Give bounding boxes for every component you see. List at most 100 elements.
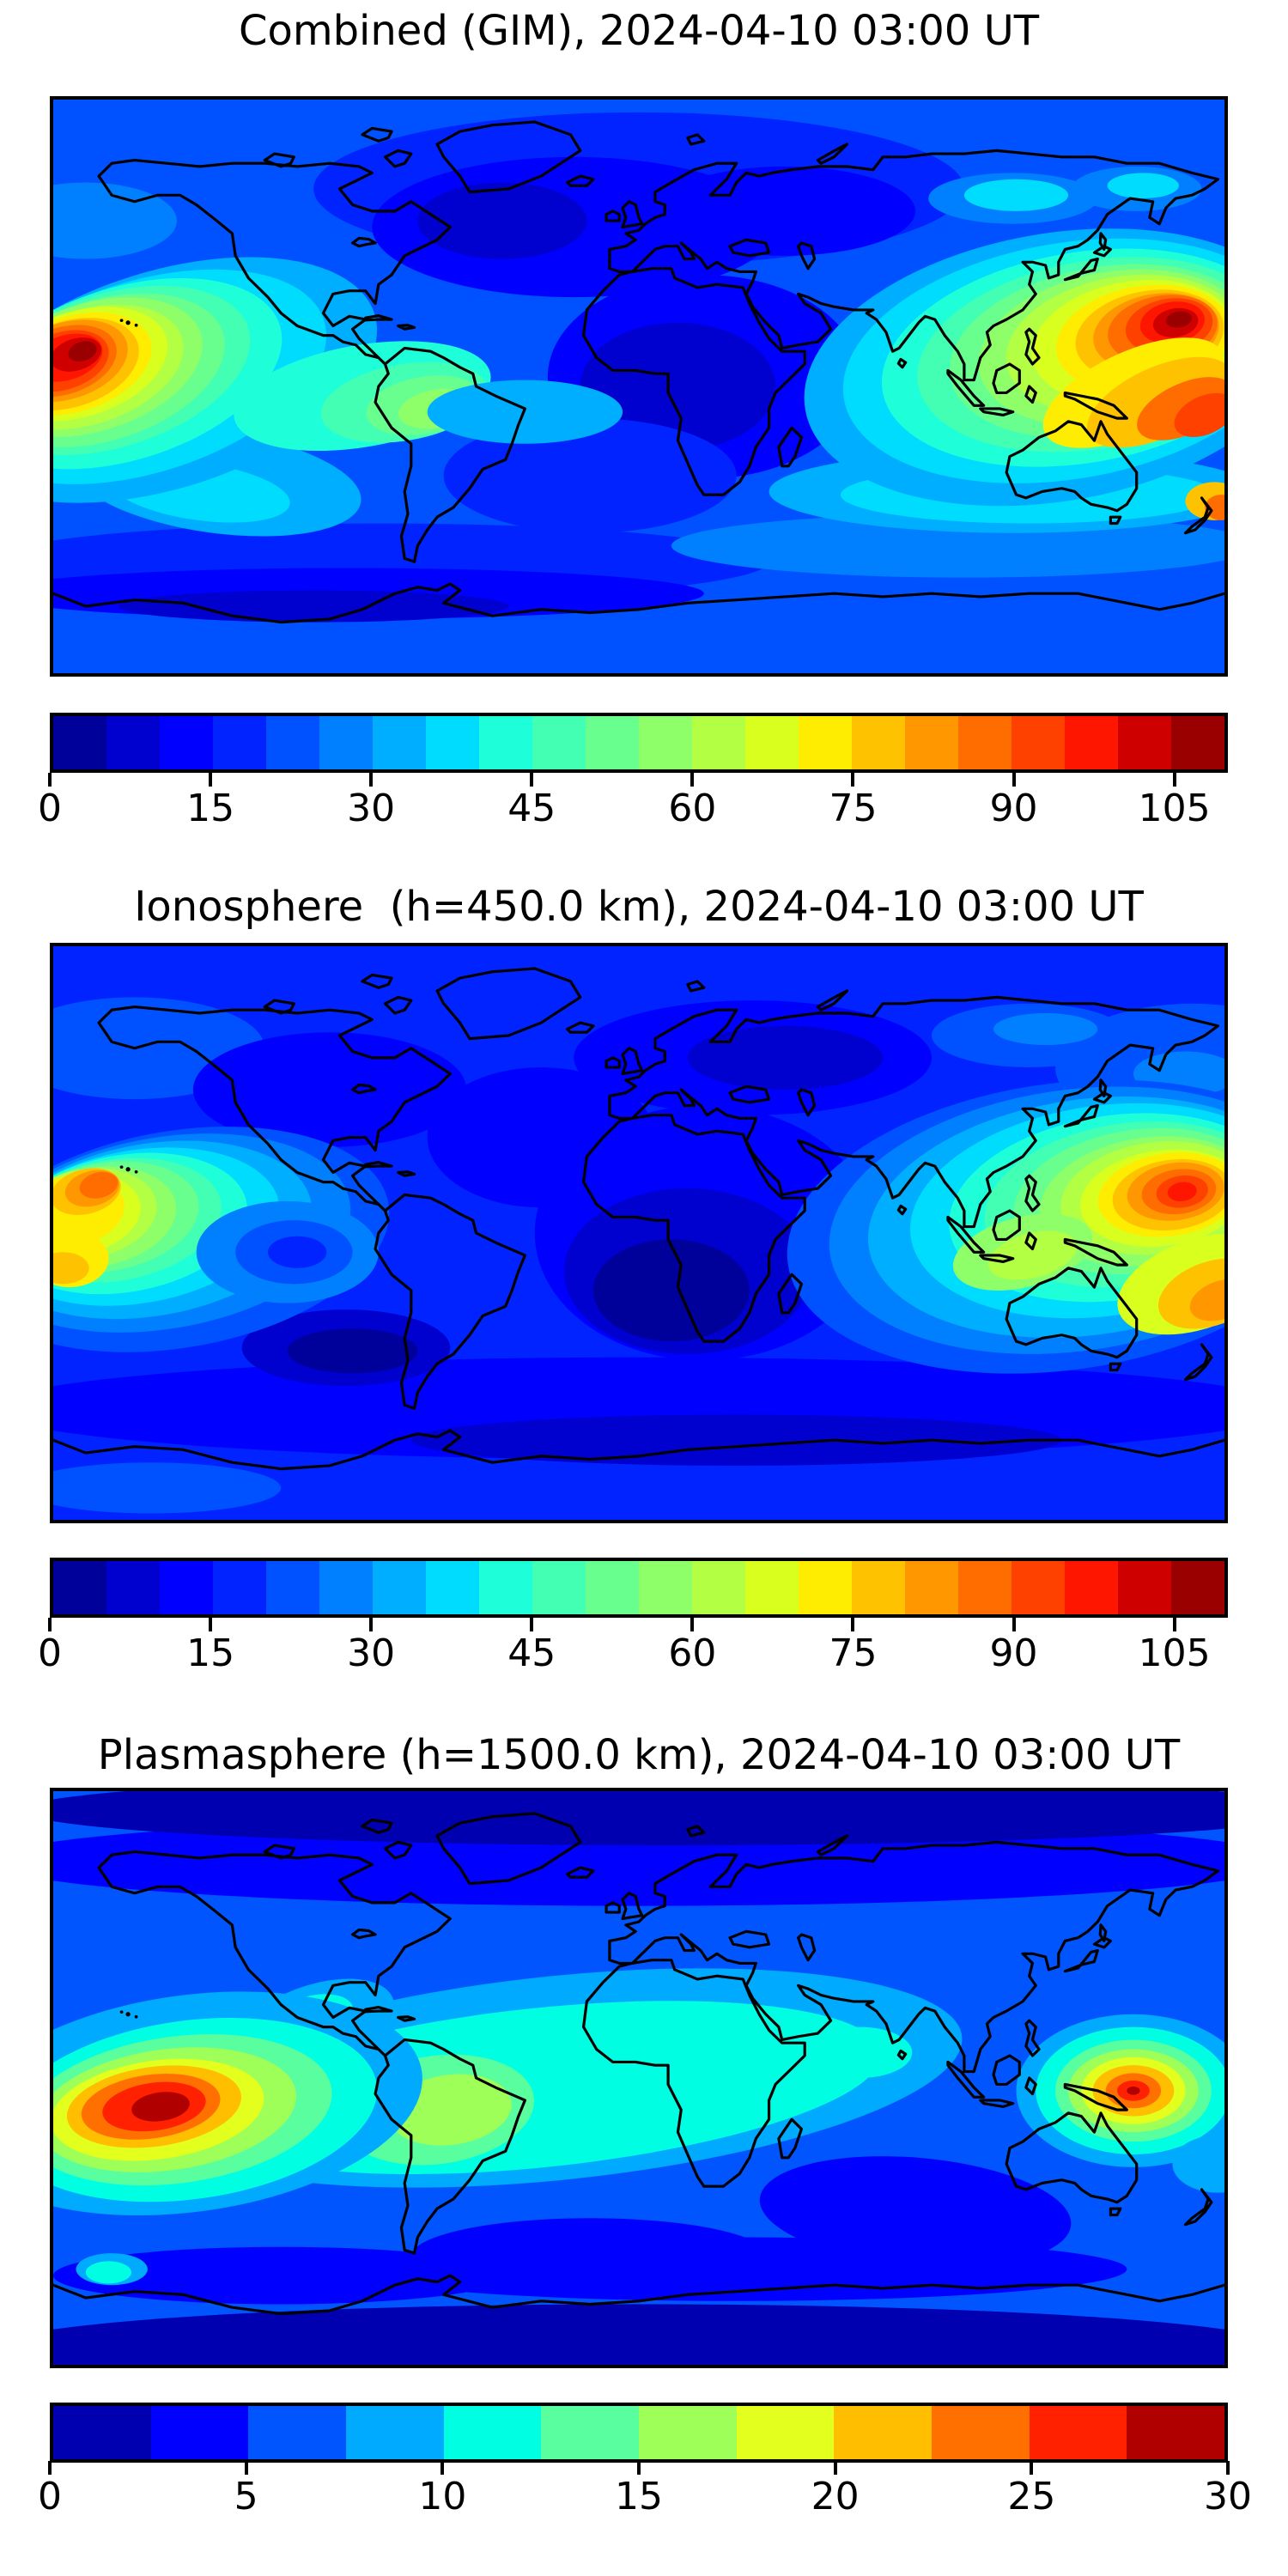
colorbar-tick: 25 — [1007, 2461, 1055, 2518]
colorbar-band — [479, 716, 532, 769]
contour-map-svg — [53, 946, 1224, 1520]
colorbar-segments — [50, 713, 1228, 773]
colorbar-band — [905, 1561, 958, 1614]
colorbar-band — [443, 2406, 542, 2459]
colorbar-tick-label: 25 — [1007, 2475, 1056, 2518]
colorbar-band — [1065, 716, 1118, 769]
tick-mark — [244, 2461, 248, 2475]
colorbar-band — [532, 1561, 586, 1614]
colorbar-tick-label: 60 — [668, 787, 717, 830]
tick-mark — [690, 1618, 695, 1631]
colorbar-tick: 15 — [186, 1618, 234, 1674]
colorbar-band — [586, 716, 639, 769]
panel-title-plasmasphere: Plasmasphere (h=1500.0 km), 2024-04-10 0… — [97, 1731, 1181, 1779]
colorbar-tick: 30 — [1204, 2461, 1252, 2518]
colorbar-tick-label: 90 — [989, 1631, 1038, 1675]
colorbar-band — [799, 1561, 852, 1614]
colorbar-band — [639, 2406, 737, 2459]
tick-mark — [48, 1618, 52, 1631]
colorbar-tick-label: 10 — [418, 2475, 467, 2518]
colorbar-band — [266, 1561, 319, 1614]
colorbar-band — [639, 716, 692, 769]
tick-mark — [369, 773, 374, 787]
colorbar-tick: 90 — [990, 773, 1038, 829]
colorbar-band — [53, 1561, 106, 1614]
tick-mark — [440, 2461, 445, 2475]
tick-mark — [48, 773, 52, 787]
tick-mark — [1030, 2461, 1034, 2475]
colorbar-tick: 105 — [1139, 773, 1211, 829]
colorbar-band — [213, 1561, 266, 1614]
colorbar-band — [373, 716, 426, 769]
world-map-ionosphere — [50, 943, 1228, 1523]
tick-mark — [1012, 773, 1016, 787]
colorbar-segments — [50, 2403, 1228, 2463]
colorbar-tick-label: 15 — [186, 787, 235, 830]
colorbar-tick-label: 105 — [1138, 787, 1211, 830]
colorbar-tick: 60 — [668, 1618, 716, 1674]
tick-mark — [851, 773, 855, 787]
colorbar-ticks: 0 5 10 15 20 25 30 — [38, 2461, 1252, 2530]
colorbar-band — [1118, 1561, 1171, 1614]
colorbar-band — [1171, 716, 1224, 769]
colorbar-band — [213, 716, 266, 769]
colorbar-tick-label: 30 — [347, 1631, 396, 1675]
tick-mark — [369, 1618, 374, 1631]
colorbar-tick-label: 75 — [829, 787, 878, 830]
colorbar-tick: 60 — [668, 773, 716, 829]
colorbar-band — [958, 716, 1012, 769]
colorbar-band — [160, 1561, 213, 1614]
colorbar-band — [1029, 2406, 1127, 2459]
colorbar-tick: 45 — [507, 773, 556, 829]
colorbar-tick-label: 5 — [234, 2475, 258, 2518]
colorbar-tick: 90 — [990, 1618, 1038, 1674]
colorbar-band — [1012, 1561, 1065, 1614]
colorbar-tick: 75 — [829, 773, 877, 829]
tick-mark — [851, 1618, 855, 1631]
colorbar-band — [905, 716, 958, 769]
colorbar-band — [160, 716, 213, 769]
colorbar-band — [150, 2406, 249, 2459]
tick-mark — [48, 2461, 52, 2475]
world-map-plasmasphere — [50, 1788, 1228, 2368]
colorbar-tick-label: 75 — [829, 1631, 878, 1675]
colorbar-band — [834, 2406, 933, 2459]
colorbar-tick-label: 90 — [989, 787, 1038, 830]
colorbar-tick-label: 30 — [1204, 2475, 1252, 2518]
colorbar-band — [266, 716, 319, 769]
colorbar-ticks: 0 15 30 45 60 75 90 105 — [38, 773, 1228, 841]
contour-map-svg — [53, 1791, 1224, 2365]
colorbar-ticks: 0 15 30 45 60 75 90 105 — [38, 1618, 1228, 1686]
colorbar-band — [852, 1561, 905, 1614]
colorbar-band — [53, 716, 106, 769]
world-map-combined — [50, 96, 1228, 677]
colorbar-band — [1171, 1561, 1224, 1614]
tick-mark — [530, 1618, 534, 1631]
panel-title-ionosphere: Ionosphere (h=450.0 km), 2024-04-10 03:0… — [134, 883, 1144, 931]
colorbar-tick-label: 105 — [1138, 1631, 1211, 1675]
tick-mark — [1012, 1618, 1016, 1631]
colorbar-band — [53, 2406, 151, 2459]
colorbar-tick: 0 — [38, 2461, 62, 2518]
colorbar-band — [373, 1561, 426, 1614]
colorbar-tick: 30 — [347, 1618, 395, 1674]
colorbar-tick-label: 0 — [38, 1631, 62, 1675]
colorbar-tick-label: 15 — [615, 2475, 663, 2518]
tick-mark — [637, 2461, 641, 2475]
colorbar-tick-label: 60 — [668, 1631, 717, 1675]
colorbar-segments — [50, 1558, 1228, 1618]
colorbar-band — [736, 2406, 835, 2459]
colorbar-band — [1127, 2406, 1225, 2459]
colorbar-band — [319, 716, 373, 769]
colorbar-band — [106, 716, 160, 769]
colorbar-tick: 15 — [615, 2461, 663, 2518]
colorbar-tick: 10 — [418, 2461, 466, 2518]
tick-mark — [209, 1618, 213, 1631]
colorbar-tick: 15 — [186, 773, 234, 829]
colorbar-band — [346, 2406, 444, 2459]
colorbar-band — [586, 1561, 639, 1614]
colorbar-band — [852, 716, 905, 769]
colorbar-band — [799, 716, 852, 769]
tick-mark — [1226, 2461, 1230, 2475]
